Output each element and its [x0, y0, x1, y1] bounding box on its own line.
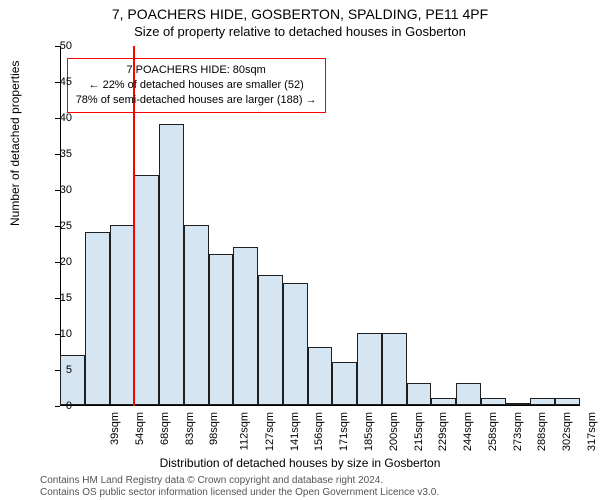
x-tick-label: 127sqm: [264, 412, 276, 451]
histogram-bar: [283, 283, 308, 405]
x-tick-label: 273sqm: [512, 412, 524, 451]
page: 7, POACHERS HIDE, GOSBERTON, SPALDING, P…: [0, 0, 600, 500]
histogram-bar: [233, 247, 258, 405]
x-tick-label: 98sqm: [208, 412, 220, 445]
annotation-line: 7 POACHERS HIDE: 80sqm: [76, 63, 317, 78]
histogram-bar: [530, 398, 555, 405]
y-tick-label: 0: [66, 400, 72, 412]
y-tick-label: 45: [60, 76, 72, 88]
x-tick-label: 39sqm: [109, 412, 121, 445]
histogram-bar: [110, 225, 135, 405]
y-tick-mark: [55, 406, 60, 407]
y-tick-label: 20: [60, 256, 72, 268]
footnote-1: Contains HM Land Registry data © Crown c…: [40, 475, 600, 486]
chart-subtitle: Size of property relative to detached ho…: [0, 24, 600, 39]
histogram-bar: [60, 355, 85, 405]
chart-title: 7, POACHERS HIDE, GOSBERTON, SPALDING, P…: [0, 6, 600, 22]
histogram-bar: [85, 232, 110, 405]
histogram-bar: [159, 124, 184, 405]
y-tick-label: 25: [60, 220, 72, 232]
y-tick-label: 40: [60, 112, 72, 124]
annotation-box: 7 POACHERS HIDE: 80sqm← 22% of detached …: [67, 58, 326, 113]
x-axis-line: [60, 405, 580, 406]
histogram-bar: [431, 398, 456, 405]
x-tick-label: 288sqm: [536, 412, 548, 451]
histogram-bar: [506, 403, 531, 405]
x-tick-label: 141sqm: [289, 412, 301, 451]
y-tick-label: 5: [66, 364, 72, 376]
x-tick-label: 317sqm: [586, 412, 598, 451]
histogram-bar: [481, 398, 506, 405]
x-tick-label: 185sqm: [363, 412, 375, 451]
x-tick-label: 54sqm: [134, 412, 146, 445]
y-tick-label: 50: [60, 40, 72, 52]
y-tick-label: 30: [60, 184, 72, 196]
histogram-bar: [357, 333, 382, 405]
y-tick-label: 35: [60, 148, 72, 160]
y-axis-label: Number of detached properties: [8, 61, 22, 226]
histogram-bar: [555, 398, 580, 405]
y-tick-label: 15: [60, 292, 72, 304]
y-tick-label: 10: [60, 328, 72, 340]
x-tick-label: 244sqm: [462, 412, 474, 451]
x-tick-label: 68sqm: [159, 412, 171, 445]
x-tick-label: 200sqm: [388, 412, 400, 451]
annotation-line: 78% of semi-detached houses are larger (…: [76, 93, 317, 108]
footnote-2: Contains OS public sector information li…: [40, 487, 600, 498]
histogram-bar: [407, 383, 432, 405]
plot-area: 39sqm54sqm68sqm83sqm98sqm112sqm127sqm141…: [60, 46, 580, 406]
histogram-bar: [184, 225, 209, 405]
x-tick-label: 112sqm: [239, 412, 251, 450]
x-axis-label: Distribution of detached houses by size …: [0, 456, 600, 470]
x-tick-label: 171sqm: [338, 412, 350, 451]
x-tick-label: 83sqm: [184, 412, 196, 445]
histogram-bar: [258, 275, 283, 405]
histogram-bar: [332, 362, 357, 405]
x-tick-label: 215sqm: [413, 412, 425, 451]
histogram-bar: [382, 333, 407, 405]
histogram-bar: [209, 254, 234, 405]
histogram-bar: [308, 347, 333, 405]
x-tick-label: 156sqm: [314, 412, 326, 451]
x-tick-label: 258sqm: [487, 412, 499, 451]
histogram-bar: [134, 175, 159, 405]
annotation-line: ← 22% of detached houses are smaller (52…: [76, 78, 317, 93]
x-tick-label: 302sqm: [561, 412, 573, 451]
x-tick-label: 229sqm: [437, 412, 449, 451]
histogram-bar: [456, 383, 481, 405]
